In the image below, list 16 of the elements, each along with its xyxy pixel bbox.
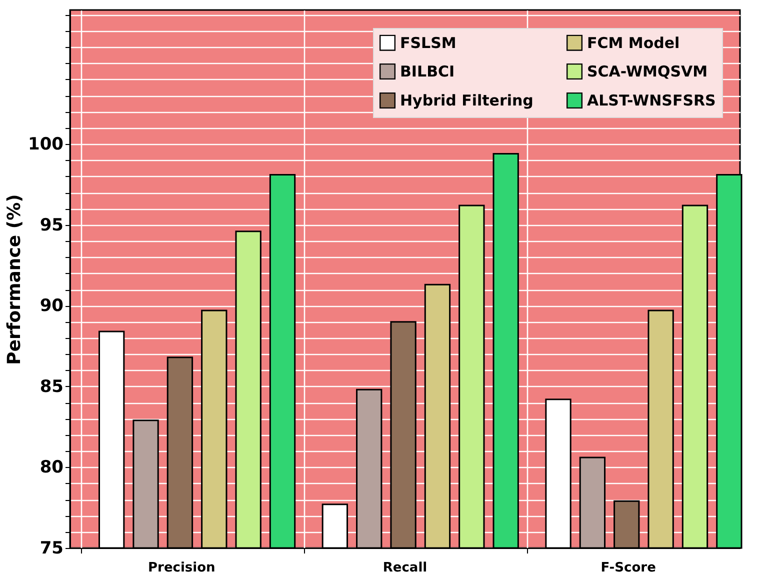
x-tick-label: Recall xyxy=(382,560,428,576)
y-tick-label: 95 xyxy=(40,215,64,236)
legend-label: ALST-WNSFSRS xyxy=(587,92,716,110)
y-tick-label: 100 xyxy=(28,134,64,155)
legend-label: BILBCI xyxy=(400,62,455,80)
legend-label: FCM Model xyxy=(587,34,680,52)
legend-label: SCA-WMQSVM xyxy=(587,62,708,80)
y-tick-label: 80 xyxy=(40,458,64,478)
legend-label: Hybrid Filtering xyxy=(400,92,534,110)
legend-label: FSLSM xyxy=(400,34,456,52)
x-tick-label: Precision xyxy=(148,560,216,576)
y-tick-label: 75 xyxy=(40,538,64,558)
y-tick-label: 90 xyxy=(40,296,64,316)
y-tick-label: 85 xyxy=(40,376,64,397)
x-tick-label: F-Score xyxy=(600,560,656,576)
y-axis-title: Performance (%) xyxy=(4,194,26,365)
